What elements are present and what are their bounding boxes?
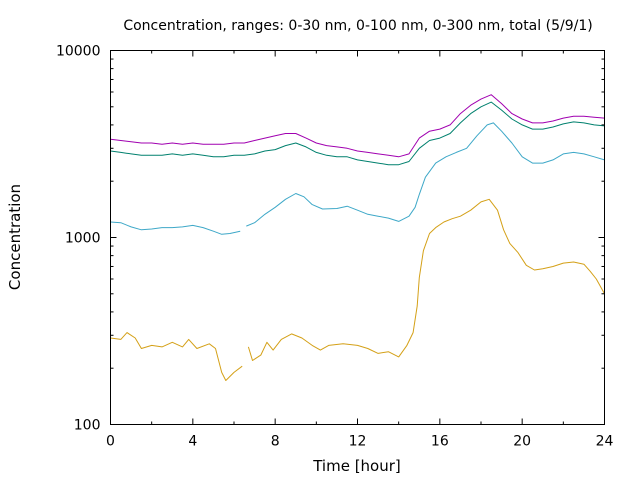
chart-title: Concentration, ranges: 0-30 nm, 0-100 nm… (123, 18, 592, 34)
series-line-2 (110, 122, 605, 235)
x-tick-label: 0 (106, 434, 115, 450)
x-tick-label: 24 (596, 434, 614, 450)
series-line-1 (110, 198, 605, 381)
x-axis-label: Time [hour] (312, 457, 401, 475)
x-axis: 0 4 8 12 16 20 24 (106, 50, 614, 450)
x-tick-label: 8 (271, 434, 280, 450)
y-tick-label: 1000 (65, 231, 101, 247)
y-tick-label: 100 (74, 418, 101, 434)
plot-frame (110, 50, 605, 425)
y-axis: 100 1000 10000 (56, 44, 605, 434)
series-layer (110, 94, 605, 381)
x-tick-label: 4 (188, 434, 197, 450)
x-tick-label: 20 (513, 434, 531, 450)
x-tick-label: 16 (431, 434, 449, 450)
y-tick-label: 10000 (56, 44, 101, 60)
x-tick-label: 12 (349, 434, 367, 450)
series-line-3 (110, 101, 605, 166)
series-line-4 (110, 94, 605, 158)
y-axis-label: Concentration (6, 184, 24, 290)
